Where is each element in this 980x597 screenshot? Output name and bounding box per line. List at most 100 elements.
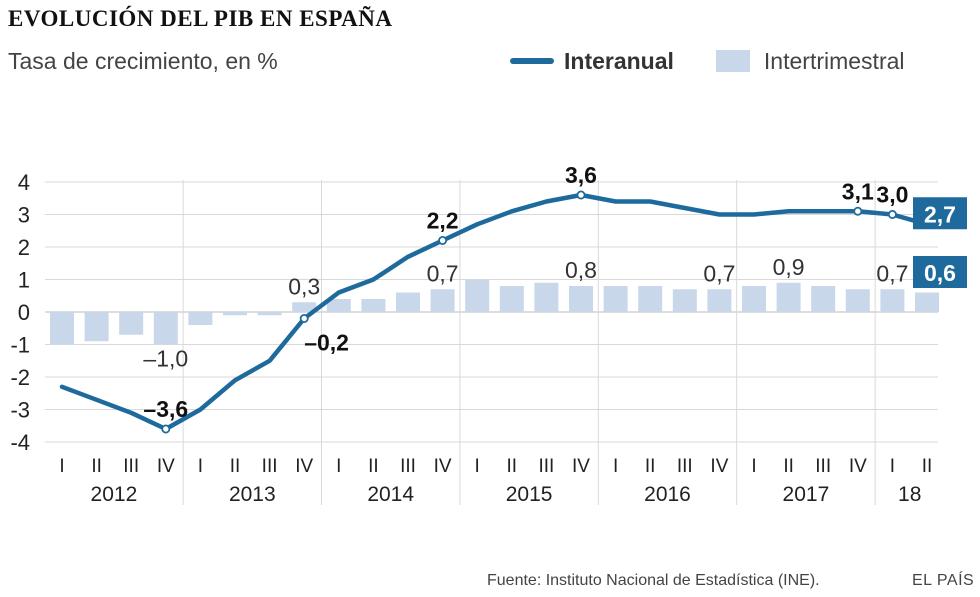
- end-tag-label: 2,7: [924, 201, 956, 227]
- data-label: 3,0: [876, 182, 908, 208]
- bar-intertrimestral: [499, 286, 524, 312]
- y-tick-label: -3: [10, 398, 30, 423]
- data-label: –0,2: [304, 330, 349, 356]
- bar-intertrimestral: [223, 312, 247, 316]
- end-tag: 2,7: [913, 197, 967, 230]
- x-quarter-label: I: [198, 456, 203, 477]
- end-tag: 0,6: [913, 256, 967, 288]
- bars-layer: [50, 279, 939, 345]
- bar-intertrimestral: [119, 312, 144, 335]
- brand-logo: EL PAÍS: [912, 572, 975, 589]
- point-marker: [576, 190, 586, 200]
- bar-intertrimestral: [84, 312, 109, 342]
- legend-line-swatch: [510, 58, 554, 64]
- data-label: 0,8: [565, 257, 597, 283]
- x-quarter-label: II: [645, 456, 656, 477]
- x-quarter-label: III: [815, 456, 831, 477]
- bar-intertrimestral: [638, 286, 663, 312]
- bar-intertrimestral: [326, 299, 351, 312]
- bar-intertrimestral: [672, 289, 697, 312]
- x-quarter-label: IV: [849, 456, 867, 477]
- x-quarter-label: II: [91, 456, 102, 477]
- bar-intertrimestral: [50, 312, 74, 345]
- bar-intertrimestral: [742, 286, 766, 312]
- x-quarter-label: IV: [434, 456, 452, 477]
- x-year-label: 2014: [367, 483, 414, 506]
- y-tick-label: -4: [10, 430, 30, 455]
- data-label: 0,3: [288, 273, 320, 299]
- end-tag-label: 0,6: [924, 260, 956, 286]
- point-marker: [299, 313, 309, 323]
- y-tick-label: -1: [10, 333, 30, 358]
- bar-intertrimestral: [880, 289, 905, 312]
- x-quarter-label: III: [123, 456, 139, 477]
- legend-interanual-label: Interanual: [564, 47, 674, 74]
- point-marker: [887, 209, 897, 219]
- legend-bar-swatch: [715, 50, 750, 72]
- legend: Interanual Intertrimestral: [510, 46, 905, 76]
- x-quarter-label: II: [230, 456, 241, 477]
- data-label: 3,1: [842, 178, 874, 204]
- y-tick-label: -2: [10, 365, 30, 390]
- x-year-label: 2015: [506, 483, 553, 506]
- x-year-label: 2012: [91, 483, 138, 506]
- x-quarter-label: I: [613, 456, 618, 477]
- x-quarter-label: II: [922, 456, 933, 477]
- bar-intertrimestral: [188, 312, 213, 325]
- data-label: 0,7: [876, 260, 908, 286]
- chart-subtitle: Tasa de crecimiento, en %: [8, 48, 278, 74]
- bar-intertrimestral: [811, 286, 836, 312]
- y-tick-label: 2: [18, 235, 30, 260]
- x-quarter-label: III: [538, 456, 554, 477]
- point-marker: [853, 206, 863, 216]
- y-tick-label: 3: [18, 203, 30, 228]
- data-label: 0,7: [427, 260, 459, 286]
- x-quarter-label: IV: [710, 456, 728, 477]
- x-quarter-label: IV: [157, 456, 175, 477]
- x-quarter-label: IV: [572, 456, 590, 477]
- bar-intertrimestral: [707, 289, 732, 312]
- bar-intertrimestral: [603, 286, 628, 312]
- bar-intertrimestral: [776, 282, 801, 312]
- x-quarter-label: IV: [295, 456, 313, 477]
- x-quarter-label: III: [400, 456, 416, 477]
- x-year-label: 2013: [229, 483, 276, 506]
- chart-title: EVOLUCIÓN DEL PIB EN ESPAÑA: [8, 6, 393, 31]
- bar-intertrimestral: [396, 292, 420, 312]
- y-tick-label: 4: [18, 170, 30, 195]
- data-label: –1,0: [143, 346, 188, 372]
- bar-intertrimestral: [915, 292, 939, 312]
- point-marker: [161, 424, 171, 434]
- y-tick-label: 1: [18, 268, 30, 293]
- bar-intertrimestral: [569, 286, 593, 312]
- bar-intertrimestral: [292, 302, 317, 312]
- x-quarter-label: II: [368, 456, 379, 477]
- x-year-label: 2016: [644, 483, 691, 506]
- data-label: 3,6: [565, 162, 597, 188]
- end-tag-box: [913, 197, 967, 230]
- x-quarter-label: I: [751, 456, 756, 477]
- x-quarter-label: I: [475, 456, 480, 477]
- bar-intertrimestral: [845, 289, 870, 312]
- data-label: 0,7: [703, 260, 735, 286]
- source-note: Fuente: Instituto Nacional de Estadístic…: [487, 572, 820, 589]
- bar-intertrimestral: [257, 312, 282, 316]
- point-marker: [438, 235, 448, 245]
- data-label: 2,2: [427, 208, 459, 234]
- x-quarter-label: I: [336, 456, 341, 477]
- x-quarter-label: III: [262, 456, 278, 477]
- bar-intertrimestral: [430, 289, 455, 312]
- x-year-label: 18: [898, 483, 921, 506]
- x-year-label: 2017: [783, 483, 830, 506]
- grid-layer: [45, 180, 938, 505]
- bar-intertrimestral: [465, 279, 490, 312]
- labels-layer: –3,6 –0,2 2,2 3,6 3,1 3,0 –1,0 0,3 0,7 0,8 0,7 0,9 0…: [143, 162, 967, 422]
- x-quarter-label: I: [890, 456, 895, 477]
- bar-intertrimestral: [153, 312, 178, 345]
- end-tag-box: [913, 256, 967, 288]
- x-quarter-label: III: [677, 456, 693, 477]
- bar-intertrimestral: [361, 299, 386, 312]
- bar-intertrimestral: [534, 282, 559, 312]
